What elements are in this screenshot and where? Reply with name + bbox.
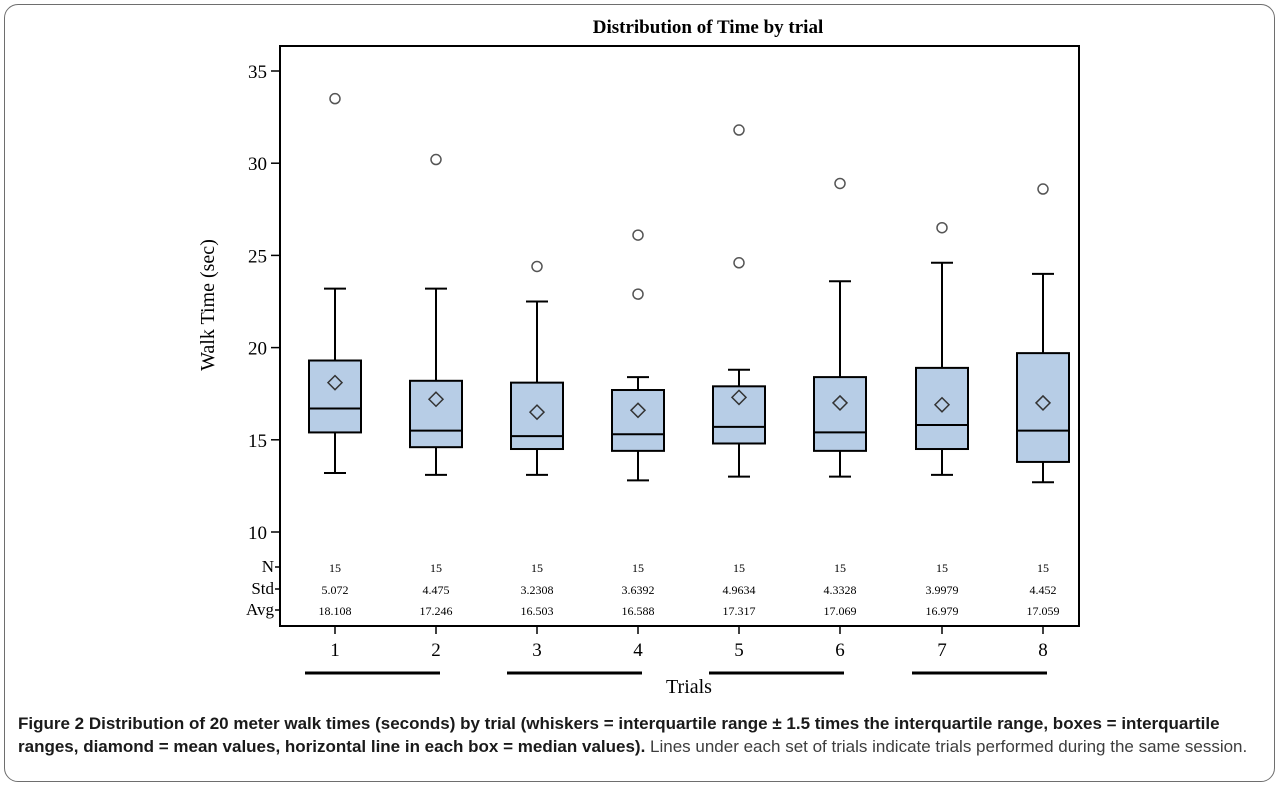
stats-value-n: 15 [733,561,745,575]
x-tick-label: 6 [835,640,845,661]
box-trial-2 [409,153,463,476]
stats-value-avg: 16.503 [521,604,554,618]
stats-value-std: 3.2308 [521,583,554,597]
stats-value-n: 15 [531,561,543,575]
y-tick-label: 15 [248,431,267,452]
box-trial-5 [712,124,766,478]
y-axis: 10 15 20 25 30 35 [248,62,280,544]
x-tick-label: 3 [532,640,542,661]
outlier-point [632,288,644,300]
box-trial-7 [915,221,969,476]
stats-table: N 15 15 15 15 15 15 15 15 Std 5.072 4.475 3.2308 3.63… [246,557,1060,619]
iqr-box [308,359,362,434]
stats-value-n: 15 [329,561,341,575]
mean-diamond [831,394,849,411]
caption-bold: Figure 2 Distribution of 20 meter walk t… [18,714,1220,756]
x-tick-label: 7 [937,640,947,661]
figure-caption: Figure 2 Distribution of 20 meter walk t… [18,712,1263,758]
stats-value-std: 3.6392 [622,583,655,597]
box-trial-3 [510,260,564,476]
outlier-point [329,92,341,105]
stats-value-avg: 17.069 [824,604,857,618]
stats-value-n: 15 [1037,561,1049,575]
outlier-point [1037,183,1049,195]
y-tick-label: 35 [248,62,267,83]
chart-title: Distribution of Time by trial [593,17,823,38]
box-trial-6 [813,177,867,478]
plot-area [279,45,1080,627]
x-axis: 1 2 3 4 5 6 7 8 [330,626,1048,661]
stats-value-std: 4.9634 [723,583,756,597]
mean-diamond [730,389,748,406]
y-tick-label: 25 [248,246,267,267]
stats-value-n: 15 [632,561,644,575]
stats-value-avg: 17.317 [723,604,756,618]
stats-value-avg: 17.246 [420,604,453,618]
x-tick-label: 2 [431,640,441,661]
x-tick-label: 5 [734,640,744,661]
stats-value-n: 15 [430,561,442,575]
iqr-box [510,381,564,451]
caption-text: Lines under each set of trials indicate … [645,737,1248,756]
box-trial-4 [611,229,665,482]
outlier-point [531,260,543,273]
stats-value-std: 4.3328 [824,583,857,597]
iqr-box [611,389,665,452]
outlier-point [632,229,644,241]
iqr-box [915,366,969,451]
outlier-point [733,124,745,136]
x-tick-label: 4 [633,640,643,661]
stats-value-std: 4.475 [423,583,450,597]
iqr-box [1016,352,1070,463]
box-plot-chart: Distribution of Time by trial 1015202530… [197,17,1080,698]
mean-diamond [629,402,647,419]
stats-value-n: 15 [936,561,948,575]
x-axis-label: Trials [666,676,712,698]
stats-value-avg: 17.059 [1027,604,1060,618]
y-tick-label: 10 [248,523,267,544]
stats-value-std: 5.072 [322,583,349,597]
stats-value-avg: 18.108 [319,604,352,618]
mean-diamond [528,404,546,421]
boxes-group [308,92,1070,484]
y-tick-label: 20 [248,339,267,360]
y-axis-label: Walk Time (sec) [197,239,219,371]
stats-row-label: N [262,557,274,576]
stats-value-std: 3.9979 [926,583,959,597]
mean-diamond [933,396,951,413]
stats-row-label: Std [251,579,274,598]
box-trial-8 [1016,183,1070,484]
x-tick-label: 1 [330,640,340,661]
outlier-point [733,257,745,269]
mean-diamond [326,374,344,391]
iqr-box [813,376,867,452]
stats-value-n: 15 [834,561,846,575]
stats-value-avg: 16.588 [622,604,655,618]
outlier-point [834,177,846,190]
outlier-point [430,153,442,166]
x-tick-label: 8 [1038,640,1048,661]
stats-row-label: Avg [246,600,275,619]
stats-value-avg: 16.979 [926,604,959,618]
outlier-point [936,221,948,234]
iqr-box [712,385,766,445]
box-trial-1 [308,92,362,474]
iqr-box [409,379,463,449]
mean-diamond [427,391,445,408]
y-tick-label: 30 [248,154,267,175]
mean-diamond [1034,394,1052,411]
stats-value-std: 4.452 [1030,583,1057,597]
